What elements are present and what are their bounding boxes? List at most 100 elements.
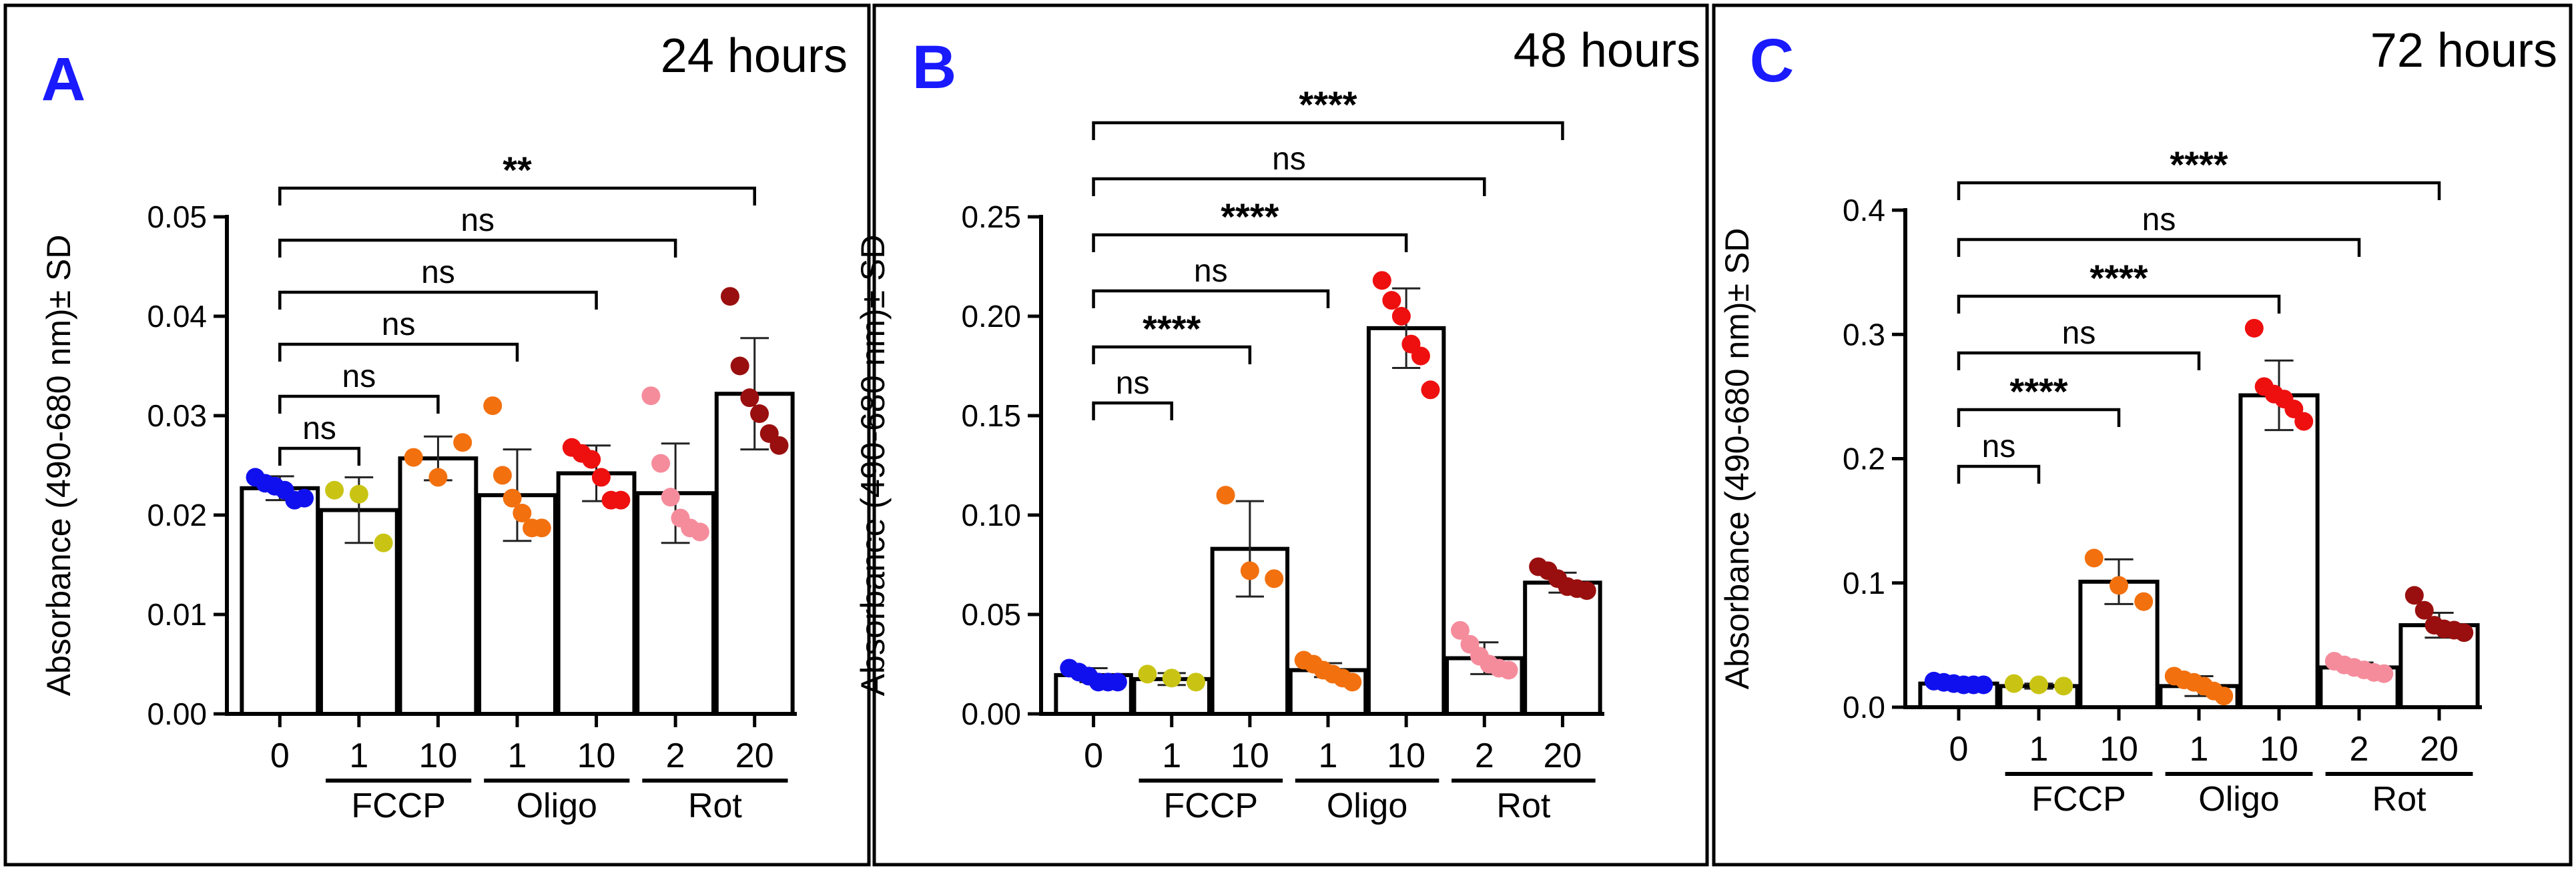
y-tick-label: 0.3	[1843, 317, 1885, 352]
data-point	[295, 488, 314, 508]
data-point	[2214, 687, 2234, 706]
y-tick-label: 0.03	[147, 398, 207, 433]
data-point	[690, 522, 709, 542]
y-tick-label: 0.15	[961, 398, 1021, 433]
panel-title: 72 hours	[2370, 24, 2557, 77]
significance-label: ****	[2009, 370, 2067, 412]
y-tick-label: 0.4	[1843, 193, 1885, 228]
significance-label: ns	[342, 359, 376, 394]
y-tick-label: 0.00	[961, 697, 1021, 731]
significance-label: ****	[1221, 195, 1279, 238]
significance-bracket	[278, 446, 361, 466]
y-tick-label: 0.05	[961, 597, 1021, 632]
significance-bracket	[1957, 464, 2041, 484]
data-point	[1577, 581, 1596, 600]
data-point	[1187, 673, 1206, 692]
x-tick-label: 10	[1231, 737, 1269, 775]
group-label: Oligo	[2198, 780, 2279, 819]
data-point	[374, 533, 393, 552]
data-point	[404, 448, 423, 467]
data-point	[1138, 665, 1157, 684]
bar-0	[240, 486, 320, 717]
group-label: Oligo	[1327, 787, 1407, 825]
significance-label: ns	[1272, 141, 1306, 177]
x-tick-label: 10	[2260, 730, 2298, 769]
data-point	[651, 454, 671, 473]
group-label: Rot	[688, 787, 742, 825]
y-tick-label: 0.0	[1843, 690, 1885, 725]
significance-bracket	[278, 342, 519, 362]
data-point	[532, 518, 551, 538]
data-point	[1108, 673, 1127, 692]
data-point	[1499, 661, 1518, 680]
data-point	[1265, 569, 1284, 588]
x-tick-label: 2	[1475, 737, 1494, 775]
data-point	[493, 466, 512, 485]
significance-bracket	[1957, 408, 2121, 427]
significance-bracket	[278, 394, 440, 414]
significance-label: ns	[382, 307, 416, 342]
x-tick-label: 0	[270, 737, 290, 775]
data-point	[1216, 486, 1235, 505]
y-tick-label: 0.25	[961, 199, 1021, 234]
significance-label: ns	[460, 203, 495, 238]
significance-bracket	[278, 238, 677, 258]
bar-6	[1523, 580, 1602, 716]
x-tick-label: 1	[508, 737, 527, 775]
x-tick-label: 10	[577, 737, 616, 775]
x-tick-label: 1	[2190, 730, 2209, 769]
data-point	[1372, 271, 1391, 290]
significance-bracket	[1092, 121, 1564, 140]
x-tick-label: 1	[2029, 730, 2049, 769]
significance-bracket	[1957, 181, 2441, 200]
group-label: Rot	[1496, 787, 1550, 825]
x-tick-label: 0	[1949, 730, 1969, 769]
significance-bracket	[1092, 345, 1252, 364]
x-tick-label: 1	[1162, 737, 1181, 775]
x-tick-label: 20	[1544, 737, 1582, 775]
group-label: FCCP	[2031, 780, 2126, 819]
x-tick-label: 10	[2100, 730, 2138, 769]
significance-bracket	[278, 186, 756, 205]
x-tick-label: 10	[419, 737, 458, 775]
data-point	[2404, 586, 2424, 605]
data-point	[2284, 400, 2304, 418]
significance-label: ****	[2089, 257, 2148, 299]
data-point	[2294, 412, 2314, 431]
panel-a: A 24 hours 0.00 0.01 0.02 0.03 0.04 0.05 0 1 10 1 10…	[3, 3, 871, 867]
y-axis-label: Absorbance (490-680 nm)± SD	[40, 235, 77, 697]
data-point	[769, 436, 789, 455]
significance-bracket	[1092, 401, 1173, 420]
data-point	[1421, 380, 1440, 400]
data-point	[1974, 675, 1993, 695]
group-label: Oligo	[517, 787, 597, 825]
significance-label: ns	[302, 411, 336, 446]
significance-label: **	[503, 149, 532, 191]
data-point	[2134, 592, 2154, 611]
significance-label: ****	[1299, 83, 1357, 125]
significance-label: ns	[2142, 202, 2176, 238]
data-point	[591, 468, 611, 487]
significance-bracket	[1092, 233, 1408, 252]
data-point	[483, 396, 503, 416]
significance-label: ns	[421, 255, 455, 290]
x-tick-label: 0	[1084, 737, 1103, 775]
data-point	[2029, 675, 2048, 695]
y-tick-label: 0.10	[961, 498, 1021, 532]
y-tick-label: 0.20	[961, 299, 1021, 334]
bar-4	[2238, 393, 2320, 709]
bar-4	[556, 471, 637, 716]
x-tick-label: 2	[666, 737, 685, 775]
data-point	[2084, 548, 2104, 568]
y-tick-label: 0.1	[1843, 566, 1885, 600]
data-point	[1411, 346, 1430, 366]
x-tick-label: 10	[1387, 737, 1425, 775]
x-tick-label: 2	[2350, 730, 2369, 769]
panel-letter: B	[912, 33, 956, 101]
x-tick-label: 20	[735, 737, 774, 775]
data-point	[2414, 600, 2434, 620]
panel-frame	[1712, 3, 2573, 867]
data-point	[582, 450, 601, 469]
panel-title: 24 hours	[661, 29, 848, 83]
